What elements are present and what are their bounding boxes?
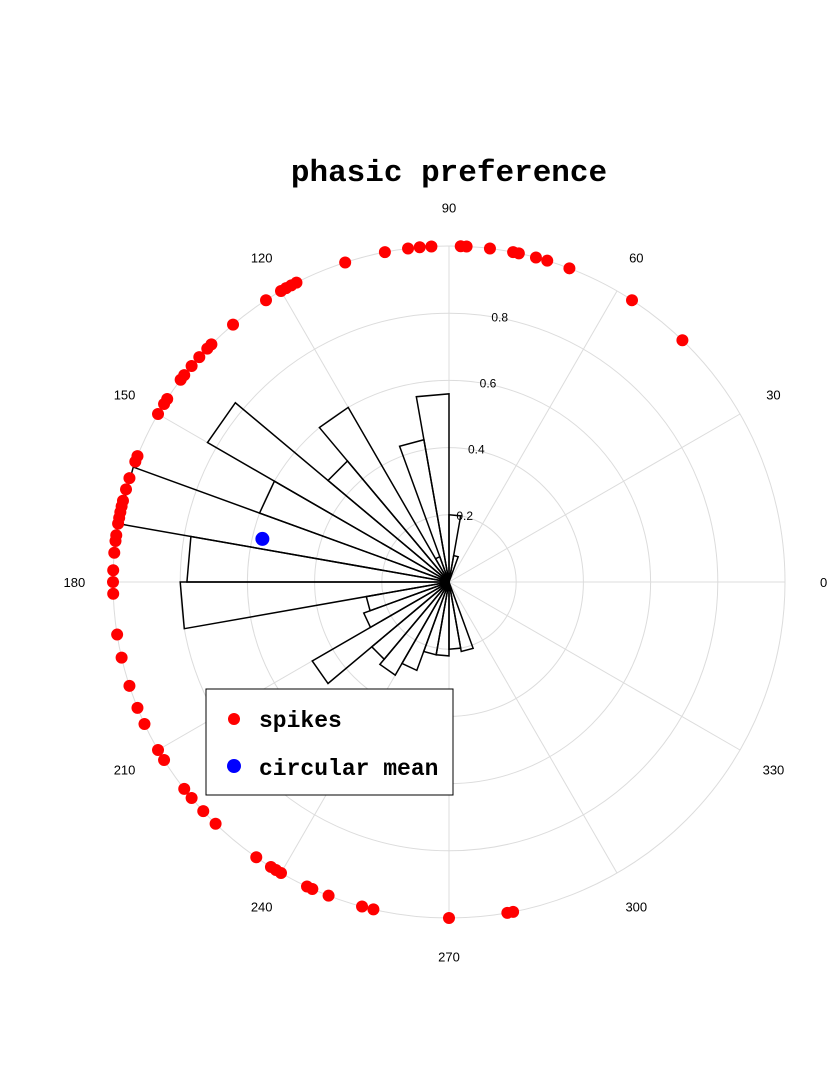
legend-spikes-label: spikes (259, 708, 342, 734)
histogram-bar (311, 581, 450, 685)
radial-tick-label: 0.6 (480, 376, 497, 390)
spike-marker (158, 397, 171, 410)
histogram-bars (117, 393, 475, 685)
spike-marker (152, 744, 165, 756)
angle-tick-label: 150 (114, 388, 136, 403)
spike-marker (107, 576, 119, 588)
grid-spoke-1 (448, 413, 741, 583)
histogram-bar (318, 406, 450, 583)
grid-spoke-10 (448, 581, 618, 874)
spike-marker (339, 256, 352, 269)
angle-tick-label: 90 (442, 200, 456, 215)
spike-marker (425, 240, 438, 253)
spike-marker (260, 294, 273, 307)
spike-marker (402, 242, 415, 255)
circular-mean-marker-group (255, 531, 270, 546)
histogram-bar (206, 401, 450, 583)
radial-tick-labels: 0.20.40.60.81 (456, 244, 515, 523)
spike-marker (563, 262, 576, 275)
spike-marker (378, 246, 391, 259)
spike-marker (120, 483, 133, 496)
angle-tick-label: 180 (64, 575, 86, 590)
spike-markers (107, 240, 689, 924)
spike-marker (306, 882, 319, 895)
radial-tick-label: 0.4 (468, 443, 485, 457)
spike-marker (152, 408, 165, 420)
spike-marker (123, 679, 136, 692)
grid-spoke-2 (448, 290, 618, 583)
legend-circular-mean-marker (227, 759, 241, 773)
spike-marker (185, 360, 198, 373)
spike-marker (529, 251, 542, 264)
spike-marker (443, 912, 455, 924)
spike-marker (138, 717, 151, 730)
spike-marker (197, 805, 210, 818)
angle-tick-label: 0 (820, 575, 827, 590)
spike-marker (112, 517, 125, 530)
grid-spoke-11 (448, 581, 741, 751)
spike-marker (507, 246, 520, 259)
spike-marker (107, 564, 120, 577)
spike-marker (109, 535, 122, 548)
angle-tick-label: 60 (629, 251, 643, 266)
spike-marker (541, 254, 554, 267)
spike-marker (178, 782, 191, 795)
histogram-bar (117, 466, 450, 583)
angle-tick-label: 30 (766, 388, 780, 403)
spike-marker (275, 866, 287, 879)
histogram-bar (179, 581, 450, 630)
legend-spikes-marker (228, 713, 240, 725)
spike-marker (158, 754, 171, 767)
spike-marker (250, 851, 263, 864)
spike-marker (413, 241, 426, 254)
spike-marker (201, 342, 214, 355)
spike-marker (227, 318, 240, 331)
histogram-bar (448, 581, 475, 653)
angle-tick-labels: 0 30 60 90 120 150 180 210 240 270 300 330 (64, 200, 828, 964)
spike-marker (174, 373, 187, 386)
spike-marker (111, 628, 124, 641)
legend: spikes circular mean (205, 688, 454, 796)
spike-marker (185, 791, 198, 804)
legend-box (205, 688, 454, 796)
spike-marker (625, 294, 638, 307)
spike-marker (129, 455, 142, 468)
spike-marker (676, 334, 689, 347)
spike-marker (193, 351, 206, 364)
angle-tick-label: 300 (625, 899, 647, 914)
circular-mean-marker (255, 531, 270, 546)
spike-marker (483, 242, 496, 255)
angle-tick-label: 240 (251, 899, 273, 914)
spike-marker (454, 240, 467, 253)
angle-tick-label: 210 (114, 762, 136, 777)
spike-marker (322, 889, 335, 902)
spike-marker (108, 546, 121, 559)
angle-tick-label: 270 (438, 950, 460, 965)
spike-marker (367, 903, 380, 916)
radial-tick-label: 0.8 (491, 310, 508, 324)
chart-title: phasic preference (291, 156, 607, 191)
angle-tick-label: 330 (763, 762, 785, 777)
spike-marker (356, 900, 369, 913)
spike-marker (107, 587, 120, 600)
spike-marker (115, 651, 128, 664)
spike-marker (275, 285, 287, 298)
legend-circular-mean-label: circular mean (259, 756, 438, 782)
histogram-bar (378, 581, 450, 677)
spike-marker (209, 817, 222, 830)
angle-tick-label: 120 (251, 251, 273, 266)
spike-marker (507, 905, 520, 918)
spike-marker (131, 701, 144, 714)
histogram-bar (398, 438, 450, 583)
spike-marker (123, 472, 136, 485)
